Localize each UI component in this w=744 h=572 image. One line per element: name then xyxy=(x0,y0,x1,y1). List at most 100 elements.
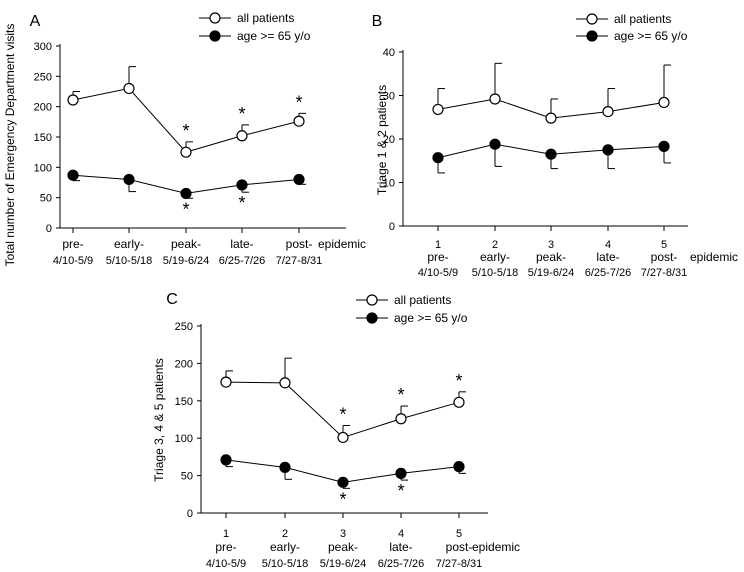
x-axis-label: epidemic xyxy=(472,540,520,554)
significance-marker: * xyxy=(295,92,302,112)
data-point xyxy=(658,96,670,109)
date-range-label: 5/19-6/24 xyxy=(320,558,366,570)
legend-label: age >= 65 y/o xyxy=(394,311,468,325)
y-axis-label: Total number of Emergency Department vis… xyxy=(3,24,17,267)
data-point xyxy=(180,187,192,200)
date-range-label: 4/10-5/9 xyxy=(206,558,246,570)
y-tick-label: 50 xyxy=(181,471,193,483)
category-label: pre- xyxy=(427,250,448,264)
significance-marker: * xyxy=(182,199,189,219)
significance-marker: * xyxy=(339,489,346,509)
legend-marker xyxy=(586,13,598,25)
data-point xyxy=(279,377,291,389)
data-point xyxy=(236,130,248,142)
data-point xyxy=(432,152,444,164)
date-range-label: 6/25-7/26 xyxy=(219,255,265,267)
x-tick-label: 1 xyxy=(435,239,441,251)
legend-label: all patients xyxy=(614,12,671,26)
y-tick-label: 0 xyxy=(187,508,193,520)
legend-all-patients: all patients xyxy=(576,12,671,26)
legend-label: all patients xyxy=(237,11,294,25)
data-point xyxy=(337,431,349,444)
data-point xyxy=(293,173,305,186)
data-point xyxy=(395,413,407,425)
y-tick-label: 0 xyxy=(46,223,52,235)
date-range-label: 7/27-8/31 xyxy=(436,558,482,570)
legend-marker xyxy=(209,30,221,42)
category-label: early- xyxy=(480,250,510,264)
data-point xyxy=(279,461,291,473)
significance-marker: * xyxy=(238,104,245,124)
x-tick-label: 3 xyxy=(340,528,346,540)
series-all-patients: * * * xyxy=(220,357,466,444)
data-point xyxy=(453,396,465,408)
panel-A: A 0 50 100 150 200 250 300 Total number of Emerg… xyxy=(3,11,366,267)
category-label: late- xyxy=(389,540,412,554)
data-point xyxy=(432,103,444,116)
date-range-label: 5/10-5/18 xyxy=(262,558,308,570)
legend-marker xyxy=(586,30,598,42)
significance-marker: * xyxy=(339,404,346,424)
data-point xyxy=(453,461,465,473)
category-label: post- xyxy=(651,250,678,264)
y-tick-label: 150 xyxy=(34,132,52,144)
data-point xyxy=(180,146,192,158)
legend-marker xyxy=(366,294,378,306)
x-tick-label: 2 xyxy=(492,239,498,251)
legend-age-65: age >= 65 y/o xyxy=(576,29,688,43)
y-tick-label: 10 xyxy=(383,178,395,190)
data-point xyxy=(67,94,79,106)
data-point xyxy=(602,144,614,156)
legend-label: all patients xyxy=(394,293,451,307)
date-range-label: 4/10-5/9 xyxy=(53,255,93,267)
date-range-label: 7/27-8/31 xyxy=(276,255,322,267)
significance-marker: * xyxy=(238,193,245,213)
legend-label: age >= 65 y/o xyxy=(237,29,311,43)
data-point xyxy=(602,105,614,118)
significance-marker: * xyxy=(397,481,404,501)
y-tick-label: 40 xyxy=(383,47,395,59)
date-range-label: 7/27-8/31 xyxy=(641,267,687,279)
series-all-patients: * * * xyxy=(67,66,306,158)
panel-label: A xyxy=(30,13,41,30)
category-label: post- xyxy=(286,237,313,251)
y-tick-label: 150 xyxy=(175,396,193,408)
data-point xyxy=(545,112,557,124)
date-range-label: 4/10-5/9 xyxy=(418,267,458,279)
legend-label: age >= 65 y/o xyxy=(614,29,688,43)
legend-marker xyxy=(209,12,221,24)
x-tick-label: 2 xyxy=(282,528,288,540)
x-axis-label: epidemic xyxy=(690,250,738,264)
x-axis-label: epidemic xyxy=(318,237,366,251)
significance-marker: * xyxy=(182,121,189,141)
category-label: late- xyxy=(596,250,619,264)
significance-marker: * xyxy=(397,385,404,405)
panel-C: C 0 50 100 150 200 250 Triage 3, 4 & 5 patients… xyxy=(152,291,520,570)
y-tick-label: 100 xyxy=(175,433,193,445)
data-point xyxy=(337,476,349,488)
series-age-65: * * xyxy=(67,169,306,219)
y-tick-label: 50 xyxy=(40,193,52,205)
data-point xyxy=(67,169,79,181)
data-point xyxy=(236,179,248,191)
legend-age-65: age >= 65 y/o xyxy=(199,29,311,43)
data-point xyxy=(220,376,232,388)
x-tick-label: 3 xyxy=(548,239,554,251)
legend-age-65: age >= 65 y/o xyxy=(356,311,468,325)
x-tick-label: 5 xyxy=(456,528,462,540)
data-point xyxy=(395,467,407,479)
legend-all-patients: all patients xyxy=(199,11,294,25)
category-label: pre- xyxy=(62,237,83,251)
date-range-label: 5/19-6/24 xyxy=(163,255,209,267)
series-age-65 xyxy=(432,138,671,174)
data-point xyxy=(293,115,305,127)
y-tick-label: 100 xyxy=(34,162,52,174)
y-tick-label: 250 xyxy=(34,71,52,83)
x-tick-label: 4 xyxy=(605,239,611,251)
significance-marker: * xyxy=(455,371,462,391)
panel-label: B xyxy=(372,13,383,30)
x-tick-label: 4 xyxy=(398,528,404,540)
y-tick-label: 300 xyxy=(34,41,52,53)
